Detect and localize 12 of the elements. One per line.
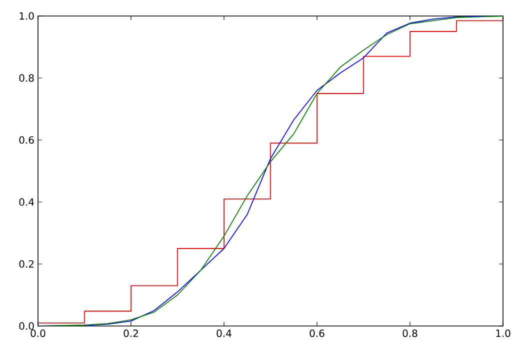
x-tick-label: 0.6 <box>310 330 324 338</box>
x-tick-label: 0.8 <box>402 330 418 338</box>
x-tick-label: 0.0 <box>30 330 46 338</box>
y-tick-label: 0.6 <box>19 136 34 144</box>
y-tick-label: 1.0 <box>20 12 34 20</box>
y-tick-label: 0.4 <box>19 198 34 206</box>
y-tick-label: 0.2 <box>19 260 34 268</box>
x-tick-label: 0.4 <box>216 330 232 338</box>
x-tick-label: 0.2 <box>124 330 138 338</box>
y-tick-label: 0.0 <box>19 322 34 330</box>
x-tick-label: 1.0 <box>496 330 510 338</box>
y-tick-label: 0.8 <box>19 74 34 82</box>
